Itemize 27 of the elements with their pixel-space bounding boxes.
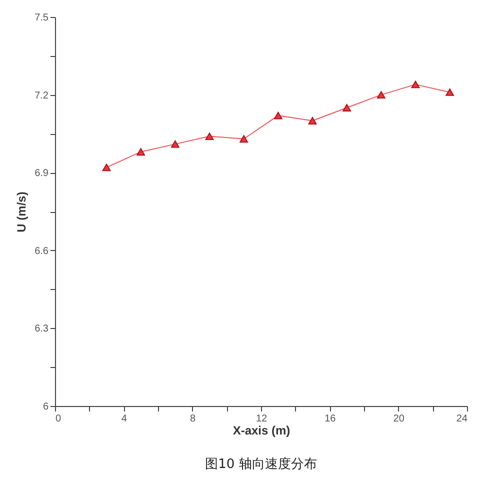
y-tick-label: 7.2	[34, 90, 49, 102]
x-tick-label: 8	[190, 414, 196, 424]
y-tick-label: 7.5	[34, 12, 49, 24]
y-tick-label: 6.6	[34, 246, 49, 257]
point	[342, 104, 352, 112]
point	[376, 91, 386, 99]
x-tick-label: 16	[324, 414, 336, 424]
point	[205, 132, 214, 140]
point	[274, 112, 282, 120]
x-axis-title: X-axis (m)	[232, 424, 290, 438]
y-axis-title: U (m/s)	[14, 192, 29, 232]
point	[102, 164, 111, 172]
y-tick-label: 6	[42, 402, 49, 412]
point	[240, 135, 248, 143]
x-tick-label: 20	[393, 414, 405, 424]
point	[170, 140, 180, 148]
y-tick-label: 6.3	[34, 324, 49, 335]
point	[136, 148, 146, 156]
x-tick-label: 0	[56, 414, 62, 424]
y-tick-label: 6.9	[34, 168, 49, 180]
point	[446, 88, 454, 96]
point	[411, 80, 420, 88]
point	[308, 117, 317, 124]
x-tick-label: 24	[456, 414, 468, 424]
x-tick-label: 12	[256, 414, 268, 424]
x-tick-label: 4	[121, 414, 128, 424]
caption: 图10 轴向速度分布	[205, 456, 317, 472]
